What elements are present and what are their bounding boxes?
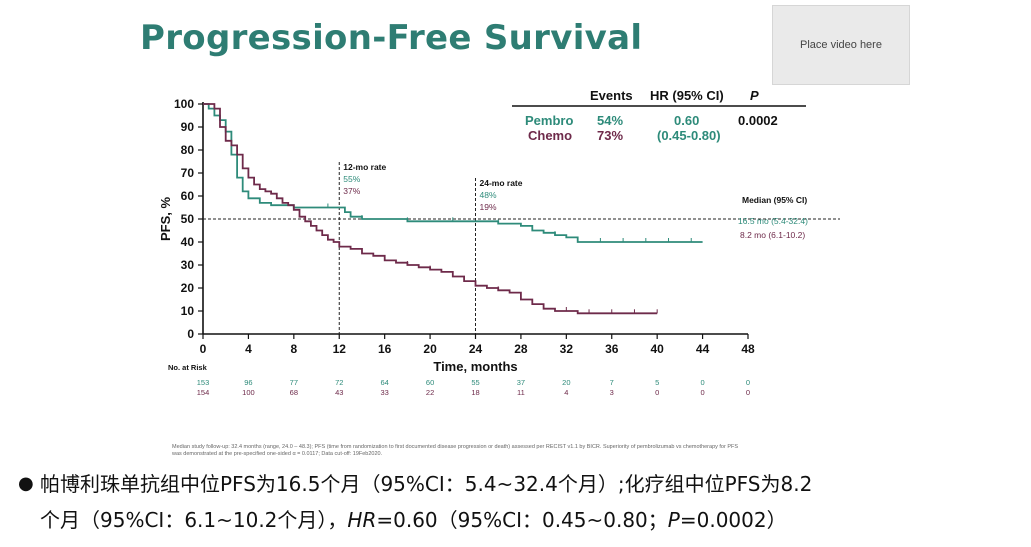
y-tick-label: 50 [181, 212, 195, 226]
at-risk-pembro: 0 [700, 378, 704, 387]
x-axis-label: Time, months [433, 359, 517, 374]
at-risk-chemo: 33 [380, 388, 388, 397]
at-risk-chemo: 11 [517, 388, 525, 397]
x-tick-label: 0 [200, 342, 207, 356]
table-header-hr: HR (95% CI) [650, 88, 724, 103]
at-risk-pembro: 5 [655, 378, 659, 387]
at-risk-chemo: 100 [242, 388, 255, 397]
at-risk-pembro: 60 [426, 378, 434, 387]
at-risk-pembro: 77 [290, 378, 298, 387]
y-tick-label: 90 [181, 120, 195, 134]
landmark-chemo-rate: 37% [343, 186, 360, 196]
x-tick-label: 4 [245, 342, 252, 356]
table-events-pembro: 54% [597, 113, 623, 128]
footnote: Median study follow-up: 32.4 months (ran… [172, 444, 872, 458]
y-tick-label: 40 [181, 235, 195, 249]
x-tick-label: 40 [650, 342, 664, 356]
x-tick-label: 16 [378, 342, 392, 356]
at-risk-pembro: 37 [517, 378, 525, 387]
median-pembro: 16.5 mo (5.4-32.4) [738, 216, 808, 226]
at-risk-label: No. at Risk [168, 363, 208, 372]
table-events-chemo: 73% [597, 128, 623, 143]
x-tick-label: 32 [560, 342, 574, 356]
caption-p-label: P [667, 508, 680, 532]
x-tick-label: 20 [423, 342, 437, 356]
landmark-pembro-rate: 48% [480, 190, 497, 200]
y-tick-label: 60 [181, 189, 195, 203]
km-curve-chemo [203, 103, 658, 315]
x-tick-label: 24 [469, 342, 483, 356]
at-risk-pembro: 72 [335, 378, 343, 387]
table-arm-chemo: Chemo [528, 128, 572, 143]
at-risk-pembro: 153 [197, 378, 210, 387]
at-risk-chemo: 0 [700, 388, 704, 397]
at-risk-chemo: 4 [564, 388, 568, 397]
at-risk-chemo: 18 [471, 388, 479, 397]
y-tick-label: 80 [181, 143, 195, 157]
x-tick-label: 8 [290, 342, 297, 356]
y-axis-label: PFS, % [158, 197, 173, 242]
at-risk-pembro: 7 [610, 378, 614, 387]
landmark-chemo-rate: 19% [480, 202, 497, 212]
x-tick-label: 28 [514, 342, 528, 356]
table-header-p: P [750, 88, 759, 103]
at-risk-chemo: 154 [197, 388, 210, 397]
table-hr-value: 0.60 [674, 113, 699, 128]
table-hr-ci: (0.45-0.80) [657, 128, 721, 143]
caption-hr-label: HR [347, 508, 377, 532]
landmark-label: 12-mo rate [343, 162, 386, 172]
x-tick-label: 44 [696, 342, 710, 356]
caption-line-2-b: =0.60（95%CI：0.45~0.80； [376, 508, 668, 532]
at-risk-pembro: 64 [380, 378, 388, 387]
slide-title: Progression-Free Survival [140, 18, 643, 58]
at-risk-chemo: 0 [655, 388, 659, 397]
caption-line-2: 个月（95%CI：6.1~10.2个月），HR=0.60（95%CI：0.45~… [40, 502, 787, 538]
y-tick-label: 70 [181, 166, 195, 180]
y-tick-label: 30 [181, 258, 195, 272]
video-placeholder[interactable]: Place video here [772, 5, 910, 85]
landmark-pembro-rate: 55% [343, 174, 360, 184]
at-risk-chemo: 43 [335, 388, 343, 397]
caption-line-2-c: =0.0002） [679, 508, 787, 532]
video-placeholder-label: Place video here [800, 39, 882, 51]
footnote-line-2: was demonstrated at the pre-specified on… [172, 451, 383, 457]
at-risk-pembro: 20 [562, 378, 570, 387]
landmark-label: 24-mo rate [480, 178, 523, 188]
bullet-icon: ● [18, 473, 34, 494]
y-tick-label: 0 [187, 327, 194, 341]
y-tick-label: 100 [174, 97, 194, 111]
at-risk-chemo: 3 [610, 388, 614, 397]
at-risk-chemo: 68 [290, 388, 298, 397]
at-risk-chemo: 22 [426, 388, 434, 397]
caption-line-1: 帕博利珠单抗组中位PFS为16.5个月（95%CI：5.4~32.4个月）;化疗… [40, 472, 813, 496]
y-tick-label: 10 [181, 304, 195, 318]
median-chemo: 8.2 mo (6.1-10.2) [740, 230, 805, 240]
at-risk-pembro: 55 [471, 378, 479, 387]
stats-table: Events HR (95% CI) P Pembro 54% 0.60 0.0… [512, 88, 806, 143]
table-header-events: Events [590, 88, 633, 103]
x-tick-label: 36 [605, 342, 619, 356]
median-header: Median (95% CI) [742, 195, 807, 205]
footnote-line-1: Median study follow-up: 32.4 months (ran… [172, 444, 739, 450]
caption-line-2-a: 个月（95%CI：6.1~10.2个月）， [40, 508, 348, 532]
at-risk-pembro: 0 [746, 378, 750, 387]
table-arm-pembro: Pembro [525, 113, 573, 128]
x-tick-label: 48 [741, 342, 755, 356]
y-tick-label: 20 [181, 281, 195, 295]
table-p-value: 0.0002 [738, 113, 778, 128]
x-tick-label: 12 [333, 342, 347, 356]
km-chart: Events HR (95% CI) P Pembro 54% 0.60 0.0… [158, 88, 840, 397]
at-risk-pembro: 96 [244, 378, 252, 387]
at-risk-chemo: 0 [746, 388, 750, 397]
